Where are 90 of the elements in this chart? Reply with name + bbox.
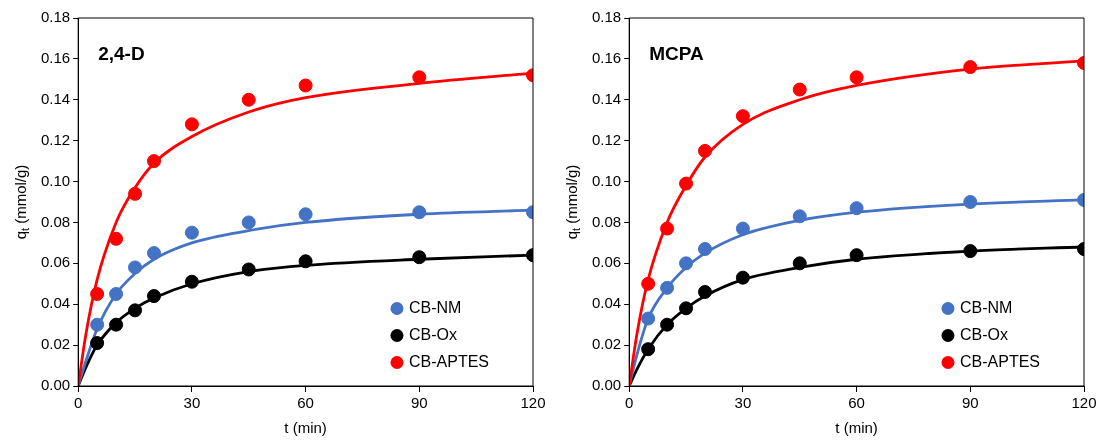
y-tick-label: 0.12 bbox=[40, 130, 71, 148]
point bbox=[298, 254, 313, 269]
y-tick-label: 0.10 bbox=[591, 171, 622, 189]
point bbox=[298, 207, 313, 222]
text: MCPA bbox=[649, 43, 705, 65]
point bbox=[641, 276, 656, 291]
point bbox=[147, 154, 161, 169]
x-tick-label: 30 bbox=[734, 394, 752, 412]
y-tick-label: 0.08 bbox=[40, 212, 71, 230]
point bbox=[184, 225, 199, 240]
point bbox=[660, 280, 675, 295]
text: 2,4-D bbox=[98, 43, 145, 65]
point bbox=[698, 284, 712, 299]
x-tick-label: 90 bbox=[410, 394, 428, 412]
y-tick-label: 0.02 bbox=[40, 335, 71, 353]
legend-label: CB-NM bbox=[959, 298, 1013, 316]
point bbox=[147, 289, 161, 304]
y-tick-label: 0.16 bbox=[591, 49, 622, 67]
point bbox=[849, 201, 864, 216]
x-tick-label: 90 bbox=[961, 394, 979, 412]
point bbox=[849, 248, 864, 263]
point bbox=[184, 117, 199, 132]
legend-label: CB-NM bbox=[408, 298, 462, 316]
point bbox=[641, 311, 656, 326]
point bbox=[241, 92, 256, 107]
x-tick-label: 120 bbox=[1071, 394, 1097, 412]
y-tick-label: 0.00 bbox=[591, 376, 622, 394]
point bbox=[660, 221, 675, 236]
x-tick-label: 60 bbox=[848, 394, 865, 412]
point bbox=[735, 221, 750, 236]
point bbox=[128, 260, 143, 275]
point bbox=[679, 256, 694, 271]
point bbox=[412, 70, 427, 85]
point bbox=[109, 231, 124, 246]
point bbox=[679, 301, 694, 316]
y-tick-label: 0.06 bbox=[591, 253, 622, 271]
point bbox=[698, 143, 712, 158]
point bbox=[849, 70, 864, 85]
x-tick-label: 0 bbox=[74, 394, 83, 412]
point bbox=[90, 336, 105, 351]
y-tick-label: 0.04 bbox=[591, 294, 622, 312]
y-tick-label: 0.06 bbox=[40, 253, 71, 271]
point bbox=[184, 274, 199, 289]
point bbox=[128, 186, 143, 201]
y-tick-label: 0.18 bbox=[40, 8, 71, 26]
point bbox=[298, 78, 313, 93]
x-tick-label: 30 bbox=[183, 394, 201, 412]
legend-label: CB-APTES bbox=[959, 352, 1040, 370]
y-tick-label: 0.08 bbox=[591, 212, 622, 230]
y-axis-title: qt (mmol/g) bbox=[12, 164, 32, 240]
x-tick-label: 0 bbox=[625, 394, 634, 412]
x-tick-label: 120 bbox=[520, 394, 546, 412]
y-tick-label: 0.04 bbox=[40, 294, 71, 312]
x-axis-title: t (min) bbox=[835, 419, 878, 437]
point bbox=[128, 303, 143, 318]
legend-label: CB-Ox bbox=[959, 325, 1008, 343]
y-tick-label: 0.16 bbox=[40, 49, 71, 67]
y-axis-title: qt (mmol/g) bbox=[563, 164, 583, 240]
point bbox=[241, 215, 256, 230]
legend-label: CB-APTES bbox=[408, 352, 489, 370]
y-tick-label: 0.14 bbox=[40, 89, 71, 107]
legend-label: CB-Ox bbox=[408, 325, 457, 343]
x-tick-label: 60 bbox=[297, 394, 314, 412]
point bbox=[963, 195, 978, 209]
point bbox=[241, 262, 256, 277]
point bbox=[147, 246, 161, 261]
point bbox=[679, 176, 694, 191]
point bbox=[641, 342, 656, 357]
point bbox=[698, 242, 712, 257]
point bbox=[963, 244, 978, 259]
y-tick-label: 0.00 bbox=[40, 376, 71, 394]
point bbox=[792, 256, 807, 271]
y-tick-label: 0.18 bbox=[591, 8, 622, 26]
y-tick-label: 0.14 bbox=[591, 89, 622, 107]
point bbox=[109, 287, 124, 301]
point bbox=[412, 250, 427, 265]
y-tick-label: 0.10 bbox=[40, 171, 71, 189]
point bbox=[735, 109, 750, 124]
point bbox=[412, 205, 427, 220]
point bbox=[792, 82, 807, 97]
y-tick-label: 0.12 bbox=[591, 130, 622, 148]
point bbox=[660, 317, 675, 332]
point bbox=[90, 317, 105, 332]
point bbox=[792, 209, 807, 224]
y-tick-label: 0.02 bbox=[591, 335, 622, 353]
x-axis-title: t (min) bbox=[284, 419, 327, 437]
point bbox=[735, 270, 750, 285]
point bbox=[109, 317, 124, 332]
point bbox=[963, 60, 978, 75]
point bbox=[90, 287, 105, 301]
